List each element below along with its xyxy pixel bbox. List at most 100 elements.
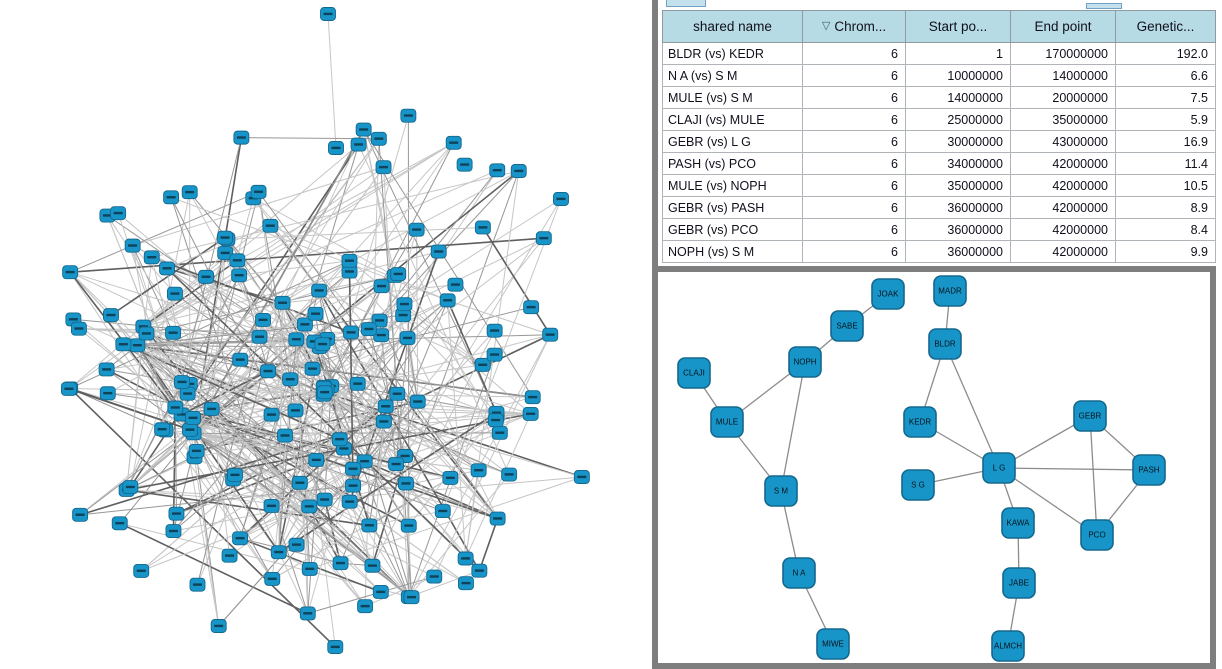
cell[interactable]: 192.0 <box>1115 42 1216 65</box>
network-node[interactable] <box>166 286 183 301</box>
network-node[interactable] <box>331 432 348 447</box>
cell[interactable]: 43000000 <box>1010 130 1116 153</box>
network-node[interactable] <box>542 327 559 342</box>
network-node[interactable] <box>456 157 473 172</box>
network-node-N A[interactable]: N A <box>782 557 816 589</box>
network-node[interactable] <box>277 428 293 443</box>
network-node[interactable] <box>233 130 250 145</box>
network-node[interactable] <box>489 163 506 178</box>
network-node[interactable] <box>434 504 451 519</box>
cell[interactable]: GEBR (vs) L G <box>662 130 803 153</box>
network-node[interactable] <box>400 108 417 123</box>
network-node[interactable] <box>264 571 281 586</box>
network-node[interactable] <box>307 306 324 321</box>
network-node[interactable] <box>523 300 540 315</box>
network-node[interactable] <box>501 467 518 482</box>
network-node[interactable] <box>357 599 374 614</box>
network-edge-L G-PASH[interactable] <box>998 467 1150 471</box>
network-node[interactable] <box>332 556 349 571</box>
network-node[interactable] <box>70 321 87 336</box>
cell[interactable]: 42000000 <box>1010 218 1116 241</box>
network-node[interactable] <box>360 322 377 337</box>
network-node[interactable] <box>99 386 116 401</box>
network-node[interactable] <box>341 253 358 268</box>
network-node[interactable] <box>316 492 333 507</box>
network-node[interactable] <box>388 457 405 472</box>
network-node[interactable] <box>251 329 268 344</box>
network-node[interactable] <box>62 265 79 280</box>
column-header-sharedname[interactable]: shared name <box>662 10 803 43</box>
cell[interactable]: 36000000 <box>905 218 1011 241</box>
network-node[interactable] <box>373 279 390 294</box>
network-node[interactable] <box>345 478 362 493</box>
cell[interactable]: BLDR (vs) KEDR <box>662 42 803 65</box>
network-node[interactable] <box>133 563 150 578</box>
network-node[interactable] <box>426 569 443 584</box>
network-node-MULE[interactable]: MULE <box>710 406 744 438</box>
network-node[interactable] <box>389 386 406 401</box>
network-node[interactable] <box>372 585 389 599</box>
cell[interactable]: 6 <box>802 218 906 241</box>
network-node[interactable] <box>98 362 115 377</box>
network-node[interactable] <box>510 164 527 178</box>
network-node-SABE[interactable]: SABE <box>830 310 864 342</box>
network-node[interactable] <box>182 422 198 437</box>
network-node[interactable] <box>439 293 456 308</box>
network-node[interactable] <box>474 357 491 372</box>
network-node[interactable] <box>471 563 488 578</box>
column-header-startpo[interactable]: Start po... <box>905 10 1011 43</box>
table-row[interactable]: GEBR (vs) PCO 6 36000000 42000000 8.4 <box>662 218 1216 241</box>
network-node[interactable] <box>400 518 417 533</box>
cell[interactable]: 6 <box>802 240 906 263</box>
cell[interactable]: MULE (vs) S M <box>662 86 803 109</box>
cell[interactable]: 25000000 <box>905 108 1011 131</box>
network-node[interactable] <box>165 524 182 539</box>
table-row[interactable]: CLAJI (vs) MULE 6 25000000 35000000 5.9 <box>662 108 1216 131</box>
cell[interactable]: 6.6 <box>1115 64 1216 87</box>
network-node[interactable] <box>122 480 139 495</box>
network-node[interactable] <box>345 461 361 476</box>
cell[interactable]: 11.4 <box>1115 152 1216 175</box>
cell[interactable]: 8.9 <box>1115 196 1216 219</box>
network-node-KEDR[interactable]: KEDR <box>903 406 937 438</box>
table-row[interactable]: GEBR (vs) L G 6 30000000 43000000 16.9 <box>662 130 1216 153</box>
network-node-PASH[interactable]: PASH <box>1132 454 1166 486</box>
cell[interactable]: 6 <box>802 86 906 109</box>
network-node[interactable] <box>524 390 541 405</box>
network-node[interactable] <box>288 332 305 347</box>
filter-icon[interactable]: ▽ <box>821 20 831 32</box>
network-node[interactable] <box>343 325 360 340</box>
cell[interactable]: PASH (vs) PCO <box>662 152 803 175</box>
network-node[interactable] <box>179 386 196 401</box>
network-node-BLDR[interactable]: BLDR <box>928 328 962 360</box>
network-node[interactable] <box>250 184 267 199</box>
network-node[interactable] <box>375 160 392 175</box>
network-node[interactable] <box>308 453 325 467</box>
cell[interactable]: 42000000 <box>1010 240 1116 263</box>
network-node-GEBR[interactable]: GEBR <box>1073 400 1107 432</box>
network-node[interactable] <box>522 406 539 421</box>
cell[interactable]: 8.4 <box>1115 218 1216 241</box>
cell[interactable]: 6 <box>802 152 906 175</box>
network-node[interactable] <box>296 317 313 332</box>
network-node[interactable] <box>110 206 127 221</box>
network-node[interactable] <box>390 267 407 281</box>
network-node[interactable] <box>316 385 333 400</box>
network-node-S M[interactable]: S M <box>764 475 798 507</box>
network-node[interactable] <box>198 269 215 284</box>
network-node[interactable] <box>174 375 190 389</box>
network-node[interactable] <box>260 364 276 379</box>
network-node-MIWE[interactable]: MIWE <box>816 628 850 660</box>
network-node[interactable] <box>227 468 243 482</box>
cell[interactable]: N A (vs) S M <box>662 64 803 87</box>
network-node[interactable] <box>61 381 77 396</box>
network-node[interactable] <box>474 220 491 235</box>
network-node-JOAK[interactable]: JOAK <box>871 278 905 310</box>
network-node-JABE[interactable]: JABE <box>1002 567 1036 599</box>
cell[interactable]: 42000000 <box>1010 196 1116 219</box>
network-node-MADR[interactable]: MADR <box>933 275 967 307</box>
network-node[interactable] <box>486 347 503 362</box>
cell[interactable]: 6 <box>802 196 906 219</box>
network-node[interactable] <box>217 230 233 245</box>
network-node[interactable] <box>221 548 238 563</box>
